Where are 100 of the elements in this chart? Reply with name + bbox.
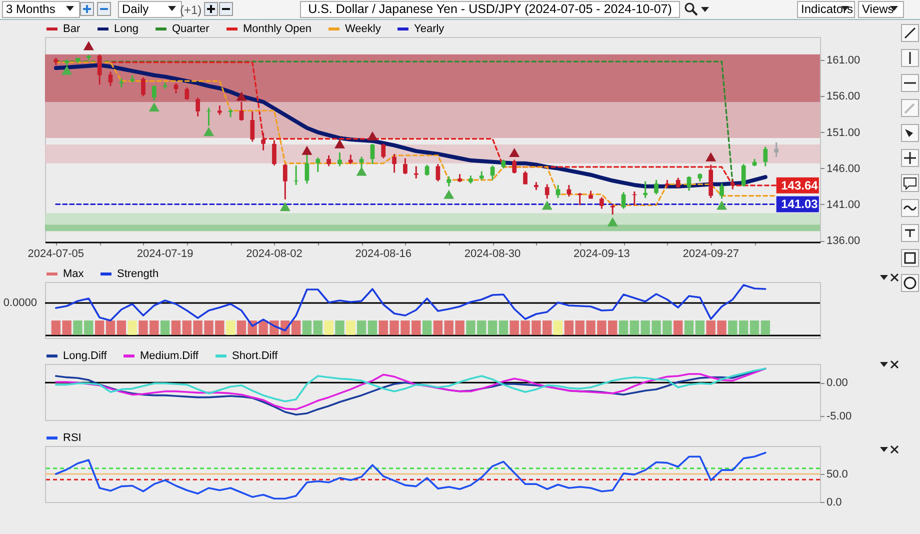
- point: [62, 66, 72, 75]
- candlestick: [184, 86, 190, 101]
- candlestick: [338, 152, 342, 167]
- candlestick: [512, 158, 517, 174]
- point: [83, 41, 94, 50]
- y-tick-label: 151.00: [826, 126, 860, 139]
- x-tick-label: 2024-09-27: [682, 248, 739, 260]
- x-tick-label: 2024-08-16: [355, 248, 412, 260]
- candlestick: [414, 165, 418, 180]
- candlestick: [196, 96, 200, 118]
- point: [334, 139, 345, 148]
- x-tick-label: 2024-07-05: [28, 248, 84, 260]
- candlestick: [239, 101, 244, 122]
- candlestick: [250, 110, 255, 142]
- x-tick-label: 2024-08-02: [246, 248, 302, 260]
- legend-label: Long.Diff: [63, 350, 108, 362]
- candlestick: [152, 84, 156, 102]
- chart-title: U.S. Dollar / Japanese Yen - USD/JPY (2024-07-05 - 2024-10-07): [300, 1, 680, 18]
- point: [236, 92, 247, 101]
- candlestick: [610, 204, 615, 216]
- point: [444, 190, 454, 199]
- legend-label: Weekly: [345, 23, 382, 35]
- y-tick-label: 0.00: [826, 377, 848, 390]
- candlestick: [490, 164, 495, 181]
- legend-label: Yearly: [414, 23, 445, 35]
- candlestick: [370, 143, 375, 165]
- candlestick: [217, 104, 222, 116]
- point: [509, 148, 520, 158]
- candlestick: [774, 142, 779, 158]
- text: 0.0000: [3, 297, 37, 309]
- line-series: [55, 452, 766, 500]
- candlestick: [720, 182, 724, 200]
- candlestick: [544, 184, 550, 200]
- legend-label: Strength: [117, 268, 159, 280]
- candlestick: [621, 191, 626, 210]
- candlestick: [403, 158, 408, 175]
- x-tick-label: 2024-07-19: [136, 248, 194, 260]
- point: [607, 217, 618, 226]
- candlestick: [261, 132, 266, 152]
- point: [302, 146, 312, 155]
- y-tick-label: 136.00: [826, 235, 860, 248]
- candlestick: [578, 192, 582, 206]
- candlestick: [348, 154, 353, 165]
- point: [716, 200, 728, 210]
- y-tick-label: 161.00: [826, 54, 860, 67]
- candlestick: [763, 146, 768, 167]
- y-tick-label: 146.00: [826, 162, 860, 175]
- legend-label: Medium.Diff: [140, 350, 200, 362]
- y-tick-label: 0.0: [826, 496, 842, 508]
- candlestick: [654, 179, 658, 196]
- text: 3 Months: [2, 1, 80, 18]
- legend-label: Short.Diff: [232, 350, 279, 362]
- point: [280, 202, 290, 212]
- y-tick-label: -5.00: [826, 410, 852, 422]
- candlestick: [381, 143, 386, 160]
- line-series: [55, 368, 766, 402]
- legend-label: Quarter: [172, 23, 210, 35]
- candlestick: [97, 54, 102, 86]
- candlestick: [174, 82, 178, 94]
- legend-label: Long: [114, 23, 138, 35]
- candlestick: [566, 184, 572, 198]
- x-tick-label: 2024-09-13: [574, 248, 630, 260]
- candlestick: [676, 177, 680, 189]
- candlestick: [326, 154, 331, 167]
- candlestick: [643, 180, 648, 199]
- candlestick: [424, 164, 430, 176]
- data-label: 141.03: [781, 197, 818, 212]
- text: Daily: [122, 2, 149, 16]
- point: [706, 152, 716, 162]
- point: [203, 127, 214, 136]
- text: (+1): [180, 3, 202, 17]
- candlestick: [304, 154, 310, 184]
- candlestick: [316, 156, 320, 173]
- point: [367, 131, 378, 140]
- y-tick-label: 50.0: [826, 468, 848, 480]
- y-tick-label: 141.00: [826, 198, 860, 211]
- legend-label: Bar: [63, 23, 80, 35]
- candlestick: [741, 163, 746, 188]
- text: Views: [858, 1, 904, 18]
- candlestick: [523, 170, 528, 186]
- candlestick: [600, 196, 604, 210]
- candlestick: [686, 176, 692, 192]
- point: [356, 166, 367, 176]
- candlestick: [392, 153, 396, 174]
- candlestick: [730, 178, 735, 190]
- legend-label: Monthly Open: [243, 23, 312, 35]
- y-tick-label: 156.00: [826, 90, 860, 103]
- point: [148, 102, 160, 112]
- candlestick: [294, 164, 298, 186]
- legend-label: Max: [63, 268, 84, 280]
- candlestick: [108, 70, 113, 87]
- legend-label: RSI: [63, 432, 82, 444]
- candlestick: [272, 139, 276, 166]
- point: [542, 200, 552, 210]
- x-tick-label: 2024-08-30: [464, 248, 521, 260]
- candlestick: [446, 176, 452, 188]
- data-label: 143.64: [781, 178, 818, 192]
- candlestick: [141, 76, 146, 97]
- candlestick: [206, 106, 211, 127]
- candlestick: [282, 163, 288, 200]
